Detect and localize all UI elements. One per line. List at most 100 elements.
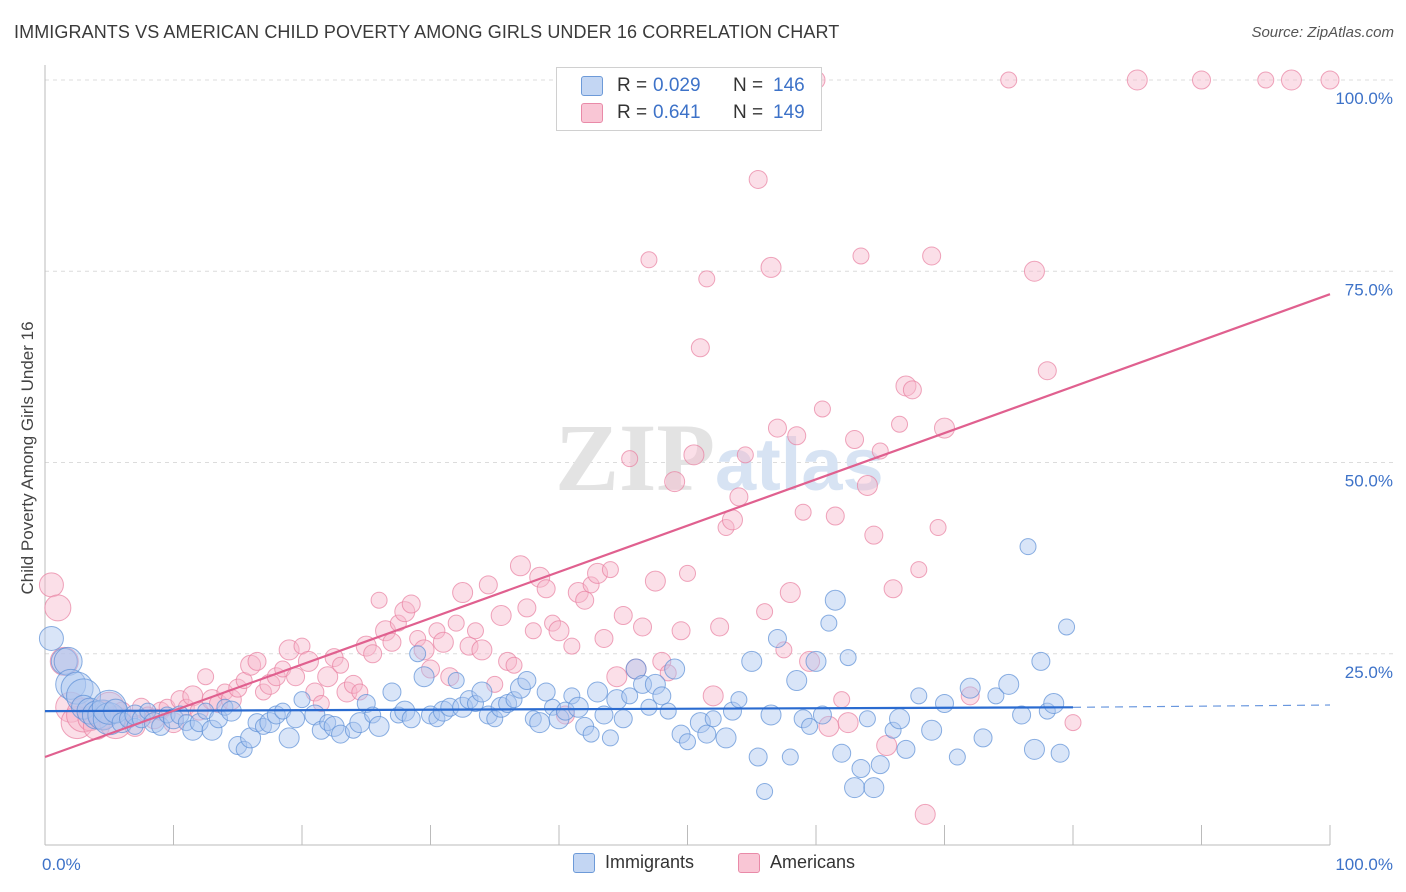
americans-point — [606, 666, 628, 688]
americans-point — [960, 686, 980, 706]
immigrants-point — [368, 715, 390, 737]
immigrants-point — [863, 777, 885, 799]
immigrants-point — [1019, 538, 1037, 556]
immigrants-point — [839, 649, 857, 667]
immigrants-point — [948, 748, 966, 766]
immigrants-point — [781, 748, 799, 766]
americans-point — [922, 246, 942, 266]
americans-point — [664, 471, 686, 493]
immigrants-point — [844, 777, 866, 799]
americans-point — [644, 570, 666, 592]
r-label: R = — [617, 102, 648, 123]
immigrants-point — [748, 747, 768, 767]
immigrants-point — [447, 672, 465, 690]
americans-point — [370, 591, 388, 609]
immigrants-point — [633, 674, 653, 694]
americans-point — [613, 606, 633, 625]
immigrants-point — [921, 719, 943, 741]
legend-item-americans[interactable]: Americans — [738, 852, 855, 873]
series-legend: Immigrants Americans — [0, 850, 1406, 878]
immigrants-point — [715, 727, 737, 749]
immigrants-point — [679, 733, 696, 751]
immigrants-point — [567, 696, 589, 718]
americans-point — [517, 598, 537, 618]
americans-point — [845, 430, 865, 450]
axes — [44, 65, 1331, 846]
americans-point — [679, 564, 696, 582]
americans-point — [1280, 69, 1302, 91]
americans-point — [698, 270, 716, 288]
correlation-legend: R = 0.029 N = 146 R = 0.641 N = 149 — [556, 67, 822, 131]
immigrants-point — [959, 677, 981, 699]
immigrants-point — [323, 715, 345, 737]
n-value: 149 — [773, 102, 805, 123]
immigrants-point — [409, 645, 427, 663]
immigrants-point — [563, 687, 581, 705]
immigrants-point — [910, 687, 928, 705]
immigrants-point — [413, 666, 435, 688]
americans-point — [690, 338, 710, 358]
americans-point — [582, 576, 600, 594]
legend-item-immigrants[interactable]: Immigrants — [573, 852, 694, 873]
americans-point — [478, 575, 498, 595]
immigrants-point — [664, 658, 686, 680]
immigrants-point — [235, 740, 253, 758]
immigrants-point — [644, 673, 666, 695]
americans-swatch — [738, 852, 760, 873]
immigrants-trend-line — [44, 706, 1074, 713]
immigrants-point — [536, 682, 556, 702]
immigrants-point — [1043, 692, 1065, 714]
watermark-zip: ZIP — [555, 404, 715, 511]
source-label: Source: ZipAtlas.com — [1251, 24, 1394, 41]
americans-point — [336, 681, 358, 703]
immigrants-point — [189, 713, 209, 733]
americans-point — [671, 621, 691, 641]
americans-point — [247, 651, 267, 671]
immigrants-point — [582, 725, 600, 743]
watermark: ZIP atlas — [555, 404, 884, 511]
americans-point — [409, 629, 427, 647]
immigrants-point — [659, 702, 677, 720]
immigrants-point — [832, 743, 852, 763]
chart-title: IMMIGRANTS VS AMERICAN CHILD POVERTY AMO… — [14, 22, 840, 42]
americans-point — [934, 417, 955, 439]
immigrants-point — [812, 705, 832, 725]
immigrants-point — [801, 717, 819, 735]
americans-point — [286, 667, 306, 687]
grid-lines — [45, 79, 1395, 655]
americans-point — [914, 803, 936, 825]
immigrants-point — [730, 691, 748, 709]
americans-point — [833, 691, 851, 709]
immigrants-point — [87, 699, 119, 731]
immigrants-point — [594, 705, 614, 725]
immigrants-point — [517, 671, 537, 691]
r-value: 0.029 — [653, 75, 701, 96]
americans-point — [683, 444, 705, 466]
americans-point — [536, 579, 556, 599]
americans-point — [852, 247, 870, 265]
americans-point — [1320, 70, 1340, 90]
immigrants-point — [471, 681, 493, 703]
immigrants-point — [1031, 651, 1051, 671]
americans-point — [1023, 260, 1045, 282]
immigrants-point — [555, 701, 575, 721]
immigrants-point — [697, 724, 717, 744]
americans-point — [49, 646, 79, 676]
immigrants-point — [896, 739, 916, 759]
immigrants-point — [240, 727, 262, 749]
immigrants-point — [382, 682, 402, 702]
americans-point — [702, 685, 724, 707]
immigrants-point — [509, 677, 531, 699]
immigrants-point — [587, 681, 609, 703]
americans-point — [1000, 71, 1018, 89]
immigrants-point — [767, 628, 787, 648]
immigrants-point — [625, 658, 647, 680]
americans-point — [524, 622, 542, 640]
x-tick-label: 0.0% — [42, 855, 81, 874]
americans-point — [748, 169, 768, 189]
americans-point — [401, 594, 421, 614]
americans-point — [575, 590, 595, 610]
americans-point — [1126, 69, 1148, 91]
trend-lines — [44, 293, 1331, 759]
